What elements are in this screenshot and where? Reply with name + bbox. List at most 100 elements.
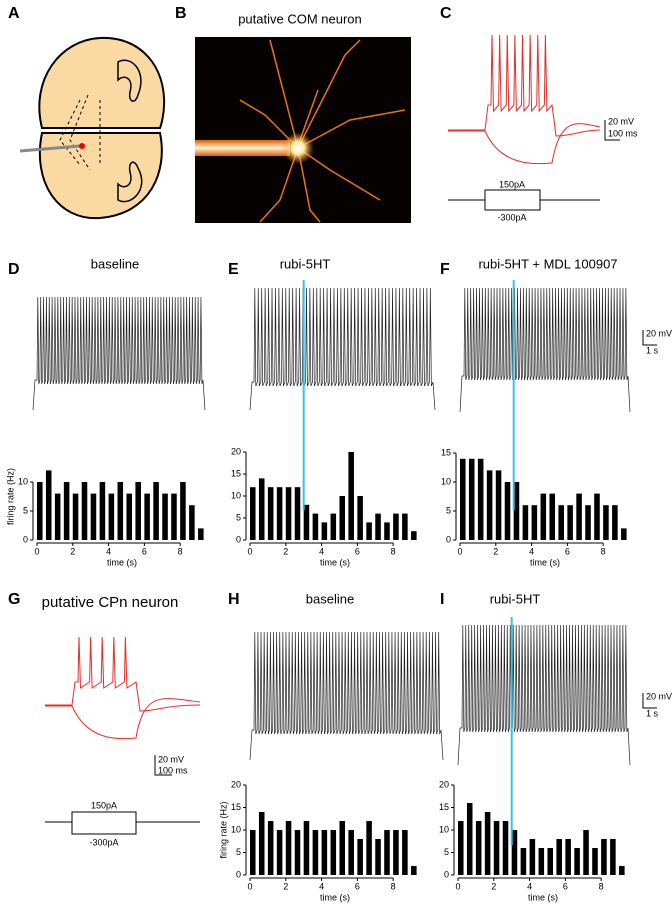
- brain-section: [38, 36, 166, 220]
- bar: [153, 482, 159, 540]
- bar: [567, 505, 573, 540]
- spike-trace: [249, 287, 436, 411]
- x-tick-label: 2: [493, 546, 498, 556]
- x-tick-label: 6: [355, 881, 360, 891]
- x-tick-label: 2: [283, 546, 288, 556]
- bar: [556, 839, 562, 875]
- chart-title: rubi-5HT + MDL 100907: [478, 256, 617, 271]
- x-tick-label: 0: [457, 546, 462, 556]
- bar: [558, 505, 564, 540]
- scale-bar-label: 1 s: [646, 345, 659, 355]
- bar: [468, 458, 475, 540]
- y-tick-label: 0: [236, 869, 241, 879]
- scale-bar-label: 1 s: [646, 708, 659, 718]
- y-tick-label: 5: [23, 505, 28, 515]
- bar: [603, 505, 609, 540]
- panel-label: I: [440, 591, 444, 608]
- bar: [90, 493, 97, 540]
- bar: [357, 839, 363, 875]
- bar: [276, 830, 283, 875]
- bar: [522, 505, 529, 540]
- bar: [366, 522, 372, 540]
- spike-trace: [459, 287, 631, 413]
- y-tick-label: 15: [439, 802, 449, 812]
- y-tick-label: 0: [446, 534, 451, 544]
- bar: [513, 482, 520, 540]
- y-tick-label: 5: [444, 847, 449, 857]
- bar: [321, 830, 328, 875]
- bar: [484, 812, 491, 875]
- x-tick-label: 8: [391, 546, 396, 556]
- x-tick-label: 4: [106, 546, 111, 556]
- bar: [621, 528, 627, 540]
- bar: [312, 830, 319, 875]
- bar: [619, 866, 625, 875]
- chart-title: rubi-5HT: [490, 591, 541, 606]
- x-tick-label: 0: [247, 881, 252, 891]
- bar: [601, 839, 607, 875]
- x-tick-label: 4: [319, 881, 324, 891]
- bar: [285, 821, 292, 875]
- y-tick-label: 20: [439, 779, 449, 789]
- bar: [549, 493, 556, 540]
- panel-title: putative COM neuron: [238, 11, 362, 26]
- panel-title: putative CPn neuron: [42, 594, 179, 611]
- patch-pipette: [195, 140, 290, 156]
- bar: [135, 482, 141, 540]
- x-tick-label: 6: [355, 546, 360, 556]
- bar: [339, 821, 346, 875]
- x-tick-label: 6: [142, 546, 147, 556]
- bar: [475, 821, 482, 875]
- bar: [171, 493, 177, 540]
- scale-bar-label: 100 ms: [608, 128, 638, 138]
- bar: [189, 505, 195, 540]
- bar: [63, 482, 70, 540]
- y-tick-label: 10: [231, 490, 241, 500]
- bar: [267, 487, 274, 540]
- bar: [303, 504, 310, 540]
- bar: [612, 505, 618, 540]
- bar: [250, 487, 256, 540]
- y-tick-label: 10: [441, 476, 451, 486]
- bar: [531, 505, 538, 540]
- current-protocol: [45, 189, 600, 835]
- panel-label: A: [8, 5, 20, 22]
- x-tick-label: 8: [599, 881, 604, 891]
- bar: [72, 493, 79, 540]
- bar: [180, 482, 186, 540]
- bar: [330, 513, 337, 540]
- spike-trace: [249, 631, 444, 761]
- chart-title: baseline: [91, 256, 139, 271]
- bar: [402, 830, 408, 875]
- bar: [348, 452, 354, 540]
- voltage-trace: [448, 34, 601, 137]
- panel-label: C: [440, 5, 452, 22]
- scale-bar-label: 20 mV: [646, 328, 672, 338]
- bar: [144, 493, 150, 540]
- dendrites: [239, 39, 406, 223]
- bar: [348, 830, 354, 875]
- bar: [565, 839, 571, 875]
- bar: [538, 848, 545, 875]
- x-tick-label: 4: [529, 546, 534, 556]
- bar: [402, 513, 408, 540]
- bar: [366, 821, 372, 875]
- x-axis-label: time (s): [107, 557, 137, 567]
- bar: [547, 848, 554, 875]
- protocol-label: -300pA: [497, 212, 526, 222]
- x-tick-label: 8: [391, 881, 396, 891]
- x-tick-label: 0: [34, 546, 39, 556]
- scale-bar-label: 20 mV: [608, 116, 634, 126]
- bar: [411, 866, 417, 875]
- bar: [486, 470, 493, 540]
- bar: [460, 458, 466, 540]
- panel-label: F: [440, 261, 450, 278]
- bar: [594, 493, 600, 540]
- y-tick-label: 0: [23, 534, 28, 544]
- bar: [258, 478, 265, 540]
- x-axis-label: time (s): [320, 892, 350, 902]
- bar: [108, 493, 115, 540]
- bar: [540, 493, 547, 540]
- y-tick-label: 15: [441, 447, 451, 457]
